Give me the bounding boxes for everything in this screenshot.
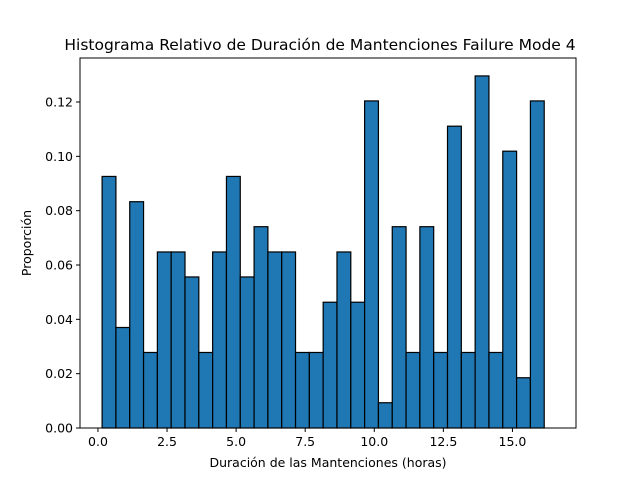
y-tick-label: 0.10 xyxy=(45,149,73,164)
histogram-bar xyxy=(474,75,490,429)
histogram-bar xyxy=(142,351,158,429)
histogram-bar xyxy=(460,351,476,429)
plot-frame xyxy=(79,57,577,429)
x-tick-label: 12.5 xyxy=(429,434,457,449)
histogram-bar xyxy=(350,301,366,429)
x-tick-label: 7.5 xyxy=(295,434,315,449)
x-tick-label: 0.0 xyxy=(88,434,108,449)
histogram-bar xyxy=(156,251,172,429)
histogram-bar xyxy=(529,100,545,429)
y-tick-label: 0.08 xyxy=(45,203,73,218)
histogram-bar xyxy=(225,175,241,429)
x-tick-label: 10.0 xyxy=(360,434,388,449)
x-tick-label: 15.0 xyxy=(499,434,527,449)
histogram-bar xyxy=(212,251,228,429)
histogram-bar xyxy=(515,377,532,429)
histogram-bar xyxy=(391,226,407,429)
y-axis-label: Proporción xyxy=(19,210,34,276)
histogram-bar xyxy=(322,301,338,429)
y-tick-label: 0.04 xyxy=(45,312,73,327)
histogram-bar xyxy=(253,226,269,429)
histogram-bar xyxy=(184,276,200,429)
histogram-bar xyxy=(446,125,462,429)
histogram-bar xyxy=(101,175,117,429)
histogram-bar xyxy=(364,100,380,429)
y-axis-ticks: 0.00 0.02 0.04 0.06 0.08 0.10 0.12 xyxy=(45,95,80,436)
bars-group xyxy=(101,75,545,429)
histogram-bar xyxy=(294,351,310,429)
histogram-bar xyxy=(502,150,518,429)
histogram-bar xyxy=(198,351,214,429)
y-tick-label: 0.06 xyxy=(45,258,73,273)
histogram-bar xyxy=(170,251,186,429)
histogram-bar xyxy=(115,326,131,429)
x-axis-label: Duración de las Mantenciones (horas) xyxy=(209,455,446,470)
histogram-bar xyxy=(419,226,435,429)
histogram-bar xyxy=(281,251,297,429)
histogram-bar xyxy=(433,351,449,429)
y-tick-label: 0.02 xyxy=(45,366,73,381)
y-tick-label: 0.12 xyxy=(45,95,73,110)
histogram-bar xyxy=(405,351,421,429)
histogram-bar xyxy=(336,251,352,429)
y-tick-label: 0.00 xyxy=(45,421,73,436)
histogram-bar xyxy=(239,276,255,429)
histogram-bar xyxy=(267,251,283,429)
x-axis-ticks: 0.0 2.5 5.0 7.5 10.0 12.5 15.0 xyxy=(88,428,526,449)
histogram-bar xyxy=(488,351,504,429)
x-tick-label: 2.5 xyxy=(157,434,177,449)
histogram-bar xyxy=(129,201,145,429)
x-tick-label: 5.0 xyxy=(226,434,246,449)
chart-title: Histograma Relativo de Duración de Mante… xyxy=(64,36,575,54)
histogram-bar xyxy=(377,402,393,429)
histogram-bar xyxy=(308,351,324,429)
